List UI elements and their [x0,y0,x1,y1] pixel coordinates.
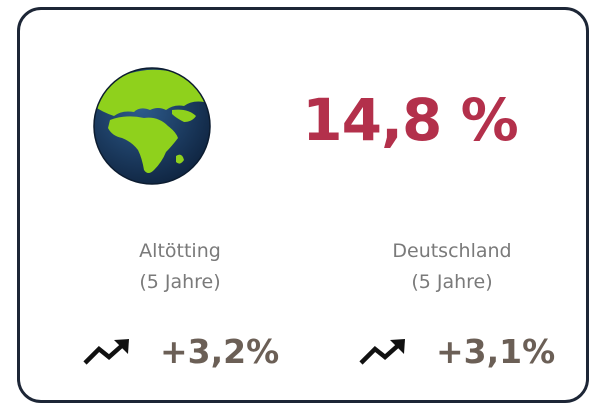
globe-icon [93,67,211,185]
column: Deutschland (5 Jahre) [342,236,562,298]
trend: +3,2% [82,332,279,371]
region-label: Altötting [139,240,221,262]
trend-icon [359,338,405,365]
column: Altötting (5 Jahre) [70,236,290,298]
change-value: +3,1% [436,332,556,371]
period-label: (5 Jahre) [411,271,493,293]
change-value: +3,2% [160,332,280,371]
period-label: (5 Jahre) [139,271,221,293]
trend-icon [83,338,129,365]
main-value: 14,8 % [302,86,518,154]
region-label: Deutschland [392,240,512,262]
trend: +3,1% [358,332,555,371]
card: 14,8 % Altötting (5 Jahre) Deutschland (… [17,7,589,403]
